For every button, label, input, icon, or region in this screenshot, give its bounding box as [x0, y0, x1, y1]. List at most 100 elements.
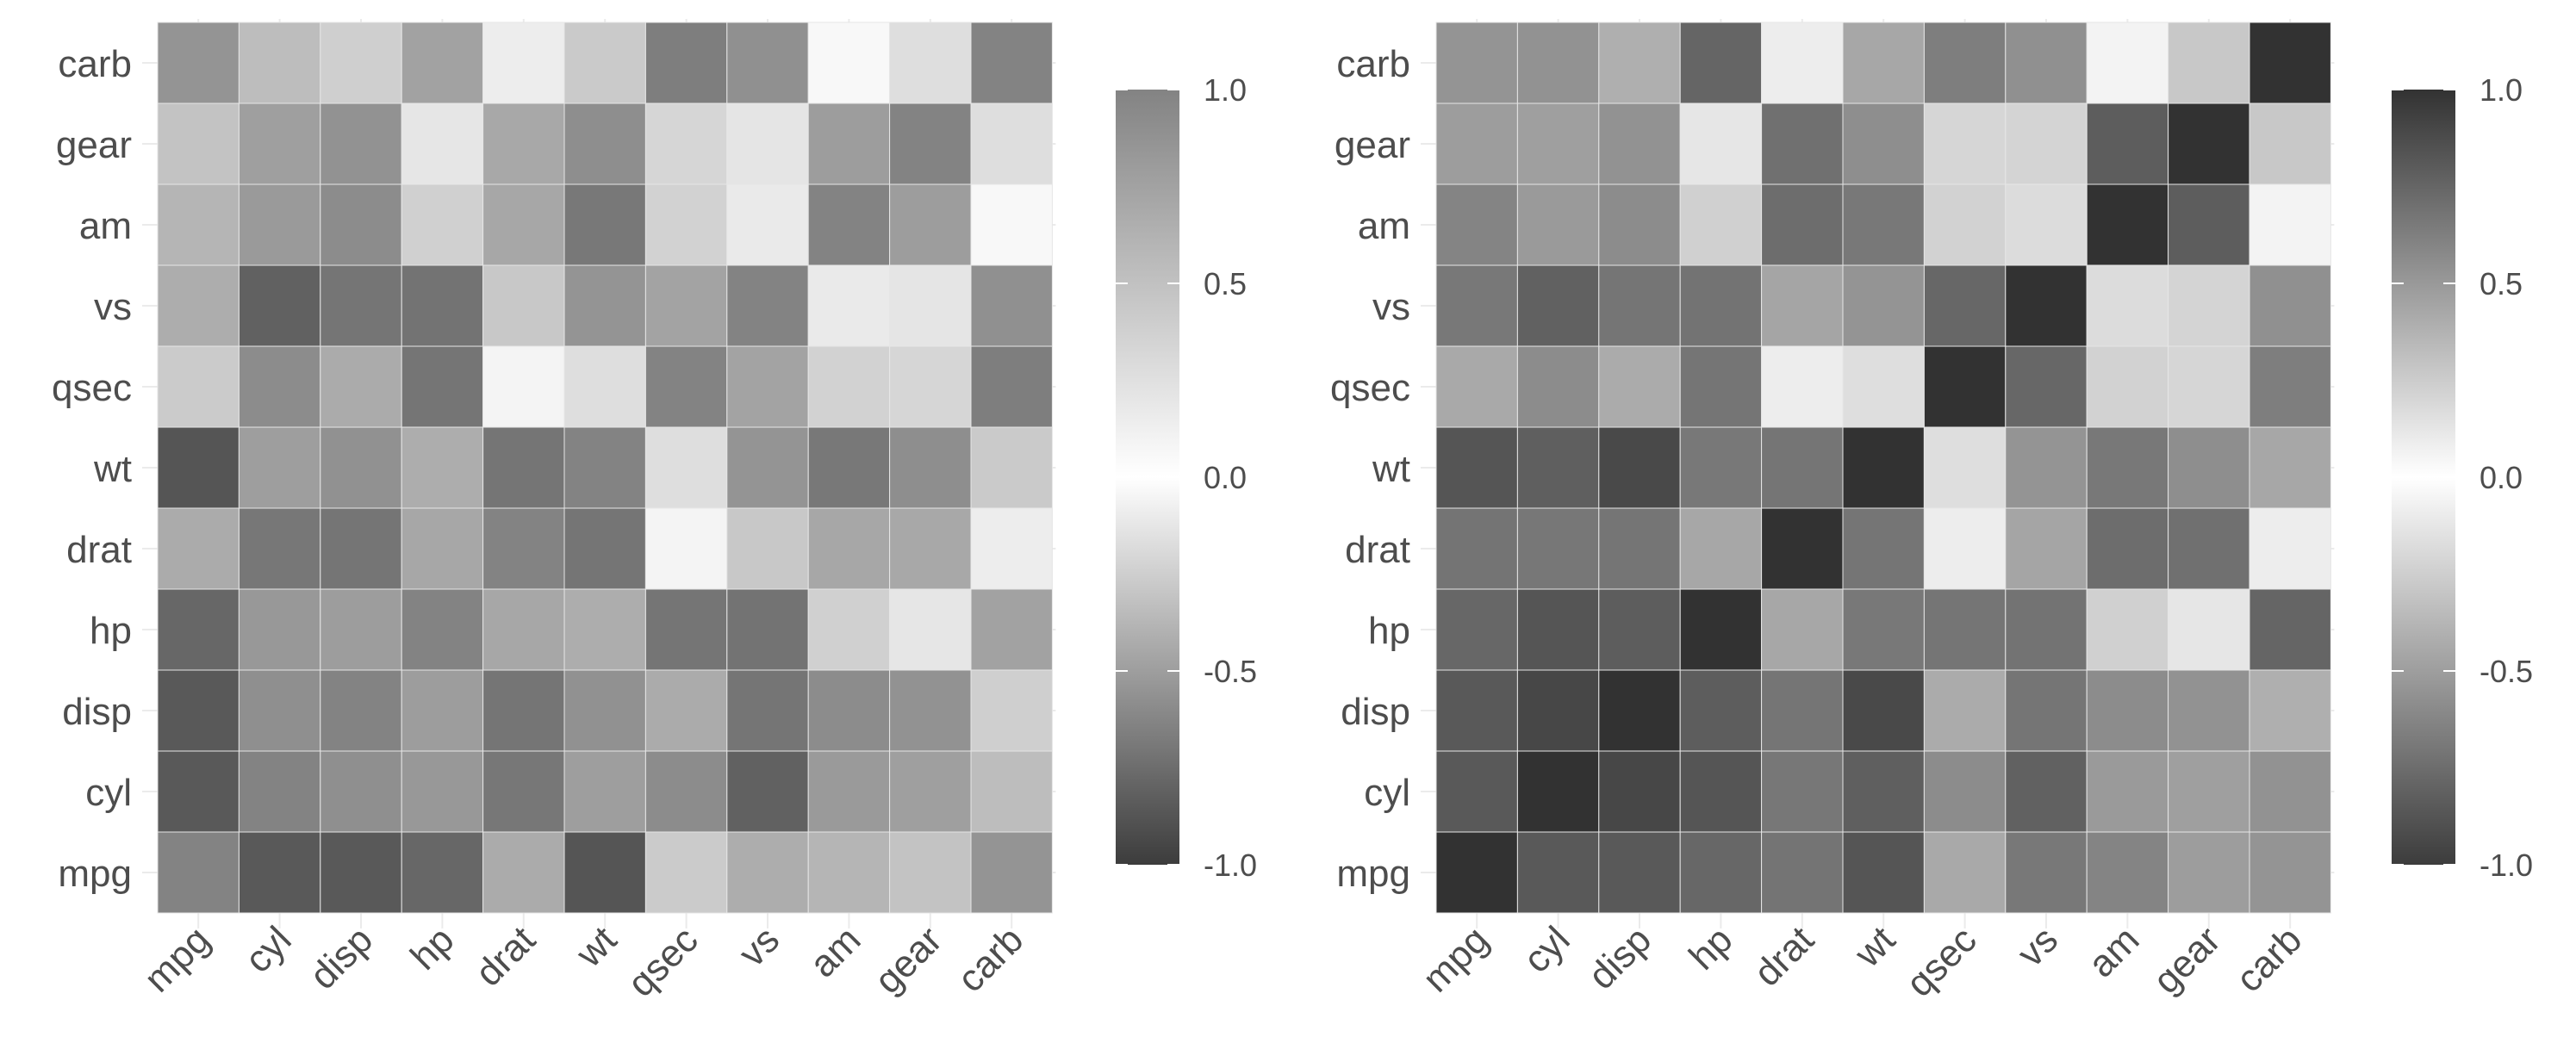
- heatmap-cell-cyl-vs: [726, 750, 809, 833]
- colorbar-tick-label: 1.0: [2480, 72, 2523, 108]
- heatmap-cell-carb-gear: [2168, 22, 2250, 104]
- heatmap-cell-mpg-qsec: [644, 831, 728, 914]
- heatmap-cell-mpg-am: [807, 831, 891, 914]
- colorbar: 1.0 0.5 0.0 -0.5 -1.0: [1116, 72, 1257, 883]
- heatmap-cell-disp-gear: [889, 669, 972, 752]
- heatmap-cell-cyl-drat: [1761, 750, 1844, 833]
- heatmap-cell-am-gear: [889, 183, 972, 266]
- heatmap-cell-drat-vs: [726, 507, 809, 590]
- heatmap-cell-vs-carb: [2249, 264, 2331, 347]
- heatmap-cell-qsec-gear: [2168, 345, 2250, 428]
- heatmap-cell-hp-gear: [889, 588, 972, 671]
- heatmap-cell-vs-mpg: [1435, 264, 1518, 347]
- x-tick-label-gear: gear: [2145, 918, 2229, 1002]
- heatmap-cell-gear-wt: [1842, 102, 1925, 185]
- heatmap-cell-hp-wt: [563, 588, 646, 671]
- heatmap-cell-gear-hp: [401, 102, 484, 185]
- heatmap-cell-wt-qsec: [644, 426, 728, 509]
- heatmap-cell-vs-cyl: [238, 264, 321, 347]
- x-tick-label-vs: vs: [2009, 918, 2066, 975]
- x-tick-label-am: am: [802, 918, 869, 985]
- x-tick-label-mpg: mpg: [1415, 918, 1496, 1000]
- heatmap-cell-vs-disp: [1598, 264, 1681, 347]
- heatmap-cell-wt-disp: [320, 426, 402, 509]
- x-tick-label-drat: drat: [468, 918, 544, 994]
- heatmap-cell-mpg-disp: [1598, 831, 1681, 914]
- heatmap-cell-disp-wt: [563, 669, 646, 752]
- heatmap-cell-am-cyl: [238, 183, 321, 266]
- heatmap-cell-carb-vs: [726, 22, 809, 104]
- heatmap-cell-mpg-qsec: [1923, 831, 2007, 914]
- x-tick-label-qsec: qsec: [619, 918, 706, 1004]
- heatmap-cell-hp-vs: [726, 588, 809, 671]
- heatmap-cell-vs-vs: [2005, 264, 2088, 347]
- heatmap-cell-disp-am: [807, 669, 891, 752]
- heatmap-cell-am-hp: [401, 183, 484, 266]
- heatmap-cell-disp-mpg: [157, 669, 240, 752]
- heatmap-cell-mpg-vs: [2005, 831, 2088, 914]
- heatmap-cell-hp-cyl: [1516, 588, 1600, 671]
- heatmap-cell-am-am: [807, 183, 891, 266]
- heatmap-cell-am-vs: [2005, 183, 2088, 266]
- y-tick-label-qsec: qsec: [1330, 367, 1410, 409]
- heatmap-cell-mpg-cyl: [238, 831, 321, 914]
- heatmap-cell-mpg-hp: [401, 831, 484, 914]
- heatmap-cell-vs-carb: [970, 264, 1053, 347]
- heatmap-cell-cyl-hp: [401, 750, 484, 833]
- heatmap-cell-gear-carb: [2249, 102, 2331, 185]
- heatmap-cell-cyl-gear: [889, 750, 972, 833]
- x-tick-label-gear: gear: [867, 918, 950, 1002]
- heatmap-cell-cyl-qsec: [644, 750, 728, 833]
- heatmap-cell-cyl-mpg: [1435, 750, 1518, 833]
- heatmap-cell-qsec-wt: [1842, 345, 1925, 428]
- heatmap-cell-qsec-qsec: [1923, 345, 2007, 428]
- heatmap-cell-vs-wt: [563, 264, 646, 347]
- heatmap-cell-hp-carb: [970, 588, 1053, 671]
- heatmap-cell-carb-drat: [482, 22, 565, 104]
- heatmap-tiles: [1435, 22, 2331, 914]
- heatmap-cell-wt-carb: [2249, 426, 2331, 509]
- heatmap-cell-vs-am: [807, 264, 891, 347]
- heatmap-cell-gear-am: [2086, 102, 2169, 185]
- heatmap-cell-cyl-carb: [970, 750, 1053, 833]
- heatmap-cell-gear-mpg: [157, 102, 240, 185]
- heatmap-cell-cyl-disp: [1598, 750, 1681, 833]
- heatmap-cell-disp-hp: [401, 669, 484, 752]
- heatmap-cell-hp-wt: [1842, 588, 1925, 671]
- heatmap-cell-am-cyl: [1516, 183, 1600, 266]
- colorbar-tick-label: -1.0: [1204, 848, 1257, 883]
- heatmap-cell-gear-wt: [563, 102, 646, 185]
- heatmap-cell-carb-cyl: [1516, 22, 1600, 104]
- y-tick-label-mpg: mpg: [1336, 853, 1410, 895]
- heatmap-cell-wt-mpg: [1435, 426, 1518, 509]
- y-tick-label-wt: wt: [1372, 448, 1410, 490]
- heatmap-cell-gear-disp: [1598, 102, 1681, 185]
- heatmap-cell-disp-carb: [970, 669, 1053, 752]
- heatmap-cell-gear-qsec: [1923, 102, 2007, 185]
- heatmap-cell-am-hp: [1679, 183, 1763, 266]
- heatmap-cell-qsec-vs: [2005, 345, 2088, 428]
- heatmap-cell-vs-am: [2086, 264, 2169, 347]
- x-tick-label-disp: disp: [302, 918, 381, 997]
- heatmap-cell-carb-vs: [2005, 22, 2088, 104]
- y-tick-label-carb: carb: [1336, 43, 1410, 85]
- heatmap-cell-hp-qsec: [644, 588, 728, 671]
- heatmap-cell-am-mpg: [1435, 183, 1518, 266]
- heatmap-cell-hp-carb: [2249, 588, 2331, 671]
- heatmap-cell-carb-mpg: [1435, 22, 1518, 104]
- heatmap-cell-hp-vs: [2005, 588, 2088, 671]
- y-tick-label-wt: wt: [93, 448, 132, 490]
- heatmap-cell-wt-cyl: [1516, 426, 1600, 509]
- heatmap-cell-qsec-hp: [401, 345, 484, 428]
- x-tick-label-hp: hp: [402, 918, 462, 978]
- heatmap-cell-vs-mpg: [157, 264, 240, 347]
- heatmap-cell-cyl-hp: [1679, 750, 1763, 833]
- heatmap-cell-cyl-gear: [2168, 750, 2250, 833]
- heatmap-cell-carb-disp: [1598, 22, 1681, 104]
- heatmap-cell-disp-vs: [726, 669, 809, 752]
- y-tick-label-cyl: cyl: [85, 772, 132, 814]
- y-tick-label-am: am: [79, 205, 132, 247]
